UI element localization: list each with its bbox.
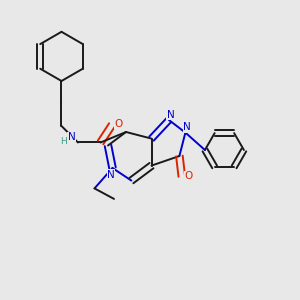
Text: N: N <box>107 169 115 180</box>
Text: O: O <box>184 171 193 182</box>
Text: O: O <box>114 118 123 129</box>
Text: N: N <box>183 122 191 132</box>
Text: N: N <box>167 110 175 120</box>
Text: H: H <box>60 137 67 146</box>
Text: N: N <box>68 132 75 142</box>
